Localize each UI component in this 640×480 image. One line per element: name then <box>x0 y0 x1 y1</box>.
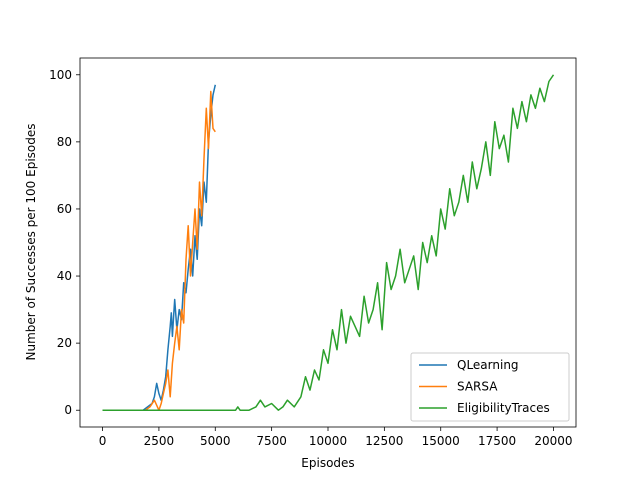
x-tick-label: 10000 <box>309 434 347 448</box>
x-axis-label: Episodes <box>301 456 354 470</box>
x-axis: 0 2500 5000 7500 10000 12500 15000 17500 20000 <box>99 427 573 448</box>
y-axis-label: Number of Successes per 100 Episodes <box>24 124 38 361</box>
legend: QLearning SARSA EligibilityTraces <box>410 352 570 422</box>
x-tick-label: 12500 <box>365 434 403 448</box>
legend-label-qlearning: QLearning <box>457 358 519 372</box>
series-layer <box>102 74 555 411</box>
x-tick-label: 20000 <box>534 434 572 448</box>
legend-label-sarsa: SARSA <box>457 380 498 394</box>
y-tick-label: 80 <box>57 135 72 149</box>
x-tick-label: 17500 <box>478 434 516 448</box>
x-tick-label: 5000 <box>200 434 231 448</box>
x-tick-label: 2500 <box>144 434 175 448</box>
y-tick-label: 40 <box>57 269 72 283</box>
y-tick-label: 20 <box>57 336 72 350</box>
series-line-sarsa <box>102 90 216 411</box>
x-tick-label: 0 <box>99 434 107 448</box>
y-tick-label: 100 <box>49 68 72 82</box>
y-tick-label: 60 <box>57 202 72 216</box>
x-tick-label: 15000 <box>422 434 460 448</box>
legend-box <box>410 352 570 422</box>
series-line-eligibilitytraces <box>102 74 555 411</box>
legend-label-eligibilitytraces: EligibilityTraces <box>457 401 550 415</box>
y-tick-label: 0 <box>64 403 72 417</box>
y-axis: 0 20 40 60 80 100 <box>49 68 80 417</box>
x-tick-label: 7500 <box>256 434 287 448</box>
